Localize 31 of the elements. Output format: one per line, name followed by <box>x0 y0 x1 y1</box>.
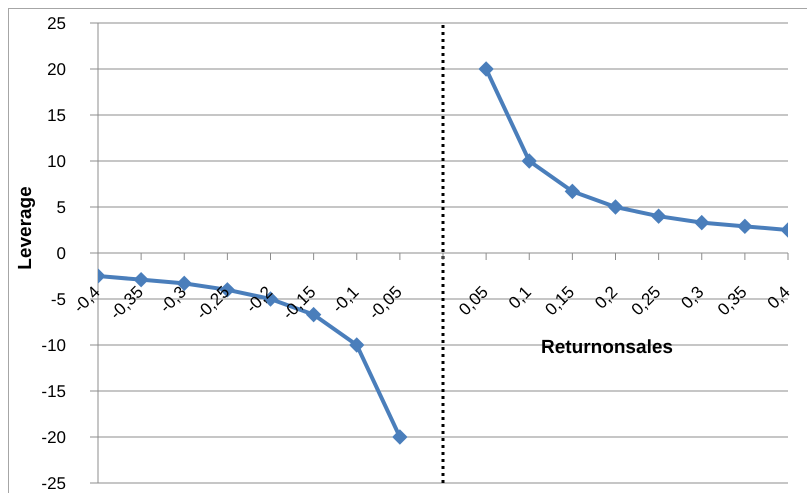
point <box>522 154 537 168</box>
x-tick-label: -0,2 <box>242 282 276 317</box>
y-tick-label: 15 <box>47 106 66 126</box>
point <box>478 62 494 76</box>
y-tick-label: -20 <box>41 428 66 448</box>
x-tick-label: 0,2 <box>591 282 622 313</box>
point <box>349 338 364 352</box>
y-tick-label: 5 <box>56 198 66 218</box>
point <box>694 215 710 230</box>
point <box>392 430 408 444</box>
x-tick-label: -0,3 <box>156 282 190 317</box>
point <box>564 184 580 199</box>
y-tick-label: 25 <box>47 14 66 34</box>
y-tick-label: 20 <box>47 60 66 80</box>
y-tick-label: 0 <box>56 244 66 264</box>
point <box>737 218 752 234</box>
point <box>651 208 666 224</box>
x-axis-title: Returnonsales <box>541 337 673 358</box>
y-tick-label: 10 <box>47 152 66 172</box>
x-tick-label: -0,4 <box>70 282 104 317</box>
point <box>134 272 149 288</box>
y-tick-label: -15 <box>41 382 66 402</box>
x-tick-label: 0,4 <box>764 282 794 313</box>
y-axis-title: Leverage <box>15 186 36 270</box>
y-tick-label: -25 <box>41 474 66 493</box>
x-tick-label: -0,1 <box>328 282 363 317</box>
point <box>608 200 623 214</box>
y-tick-label: -5 <box>50 290 66 310</box>
y-tick-label: -10 <box>41 336 66 356</box>
x-tick-label: 0,1 <box>504 282 536 313</box>
x-tick-label: 0,3 <box>677 282 708 313</box>
